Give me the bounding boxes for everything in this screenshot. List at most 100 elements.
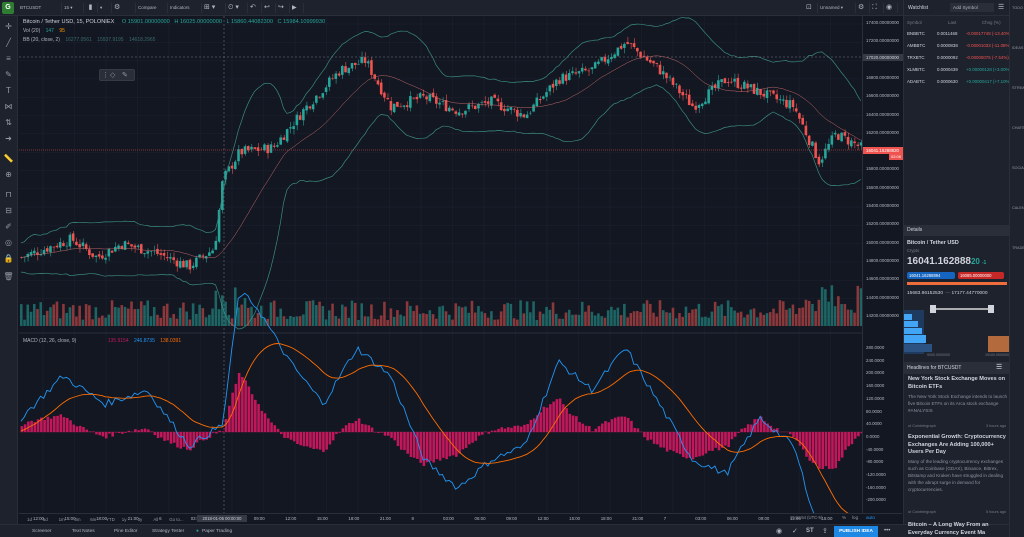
auto-scale-toggle[interactable]: auto	[866, 515, 875, 520]
headline-source[interactable]: ut Cointelegraph	[908, 510, 936, 514]
range-button[interactable]: 1y	[121, 517, 127, 522]
watchlist-row[interactable]: BNBBTC 0.0011468 -0.00017748 (-13.40%)	[904, 28, 1011, 39]
headline-title[interactable]: Bitcoin – A Long Way From an Everyday Cu…	[908, 522, 989, 536]
volume-legend[interactable]: Vol (20) 147 95	[23, 28, 65, 34]
prediction-icon[interactable]: ⇅	[5, 118, 12, 127]
lock-icon[interactable]: 🔒	[3, 254, 14, 263]
zoom-icon[interactable]: ⊕	[5, 170, 12, 179]
strip-item-calendar[interactable]: CALENDAR	[1012, 206, 1024, 210]
tab-text-notes[interactable]: Text Notes	[72, 529, 95, 534]
range-button[interactable]: 6m	[90, 517, 97, 522]
ruler-icon[interactable]: 📏	[3, 154, 14, 163]
pattern-icon[interactable]: ⋈	[4, 102, 13, 111]
strip-item-social[interactable]: SOCIAL	[1012, 166, 1024, 170]
headline-title[interactable]: New York Stock Exchange Moves on Bitcoin…	[908, 376, 1006, 390]
utc-clock[interactable]: 15:11:54 (UTC-5)	[790, 515, 823, 520]
layout-name-button[interactable]: Unnamed ▾	[818, 3, 856, 13]
indicators-button[interactable]: Indicators	[168, 3, 202, 13]
volume-bar	[791, 304, 795, 326]
trash-icon[interactable]: 🗑	[3, 272, 14, 281]
arrow-icon[interactable]: ➜	[5, 134, 12, 143]
range-button[interactable]: All	[153, 517, 159, 522]
play-icon[interactable]: ▶	[290, 3, 304, 13]
col-change[interactable]: Chng (%)	[982, 20, 1001, 25]
compare-button[interactable]: Compare	[136, 3, 168, 13]
undo-icon[interactable]: ↩	[262, 3, 276, 13]
fullscreen-icon[interactable]: ⛶	[870, 3, 884, 13]
eraser-icon[interactable]: ◇	[110, 72, 116, 79]
strip-item-todo[interactable]: TODO	[1012, 6, 1023, 10]
templates-icon[interactable]: ⊞ ▾	[202, 3, 226, 13]
stay-drawing-icon[interactable]: ✐	[5, 222, 12, 231]
headlines-header[interactable]: Headlines for BTCUSDT ☰	[904, 362, 1010, 374]
tab-paper-trading[interactable]: Paper Trading	[202, 529, 233, 534]
gear-icon[interactable]: ⚙	[856, 3, 870, 13]
strip-item-ideas[interactable]: IDEAS	[1012, 46, 1024, 50]
redo-icon[interactable]: ↪	[276, 3, 290, 13]
text-icon[interactable]: T	[6, 86, 11, 95]
candle-body	[224, 170, 227, 180]
floating-drawing-toolbar[interactable]: ⋮ ◇ ✎	[99, 69, 135, 81]
macd-legend[interactable]: MACD (12, 26, close, 9) 135.9154 246.873…	[23, 338, 181, 344]
pencil-icon[interactable]: ✎	[122, 72, 128, 79]
watchlist-menu-icon[interactable]: ☰	[998, 4, 1005, 11]
range-button[interactable]: 5d	[42, 517, 48, 522]
trend-line-icon[interactable]: ╱	[6, 38, 11, 47]
eye-icon[interactable]: ◎	[5, 238, 12, 247]
tab-pine-editor[interactable]: Pine Editor	[114, 529, 138, 534]
log-scale-toggle[interactable]: log	[852, 515, 859, 520]
magnet-icon[interactable]: ⊓	[5, 190, 12, 199]
percent-scale-toggle[interactable]: %	[842, 515, 847, 520]
range-button[interactable]: 3y	[137, 517, 143, 522]
macd-histogram-bar	[399, 431, 403, 450]
replay-icon[interactable]: ↶	[248, 3, 262, 13]
watchlist-row[interactable]: ADABTC 0.0000630 +0.00000417 (+7.10%)	[904, 76, 1011, 87]
range-button[interactable]: Go to...	[169, 517, 184, 522]
add-symbol-input[interactable]: Add Symbol	[950, 3, 994, 12]
publish-idea-button[interactable]: PUBLISH IDEA	[834, 526, 878, 537]
candles-style-icon[interactable]: ▮	[84, 3, 98, 13]
strip-item-chats[interactable]: CHATS	[1012, 126, 1024, 130]
range-button[interactable]: 1d	[27, 517, 32, 522]
camera-icon[interactable]: ◉	[884, 3, 898, 13]
strip-item-trade[interactable]: TRADE	[1012, 246, 1024, 250]
tab-strategy-tester[interactable]: Strategy Tester	[152, 529, 185, 534]
alert-icon[interactable]: ⏲ ▾	[226, 3, 248, 13]
watchlist-title[interactable]: Watchlist	[908, 5, 929, 11]
twitter-icon[interactable]: ✓	[792, 528, 798, 535]
range-button[interactable]: 1m	[58, 517, 65, 522]
lock-drawing-icon[interactable]: ⊟	[5, 206, 12, 215]
range-button[interactable]: YTD	[106, 517, 115, 522]
time-scale[interactable]: 12:00 15:00 18:00 21:00 6 03:00 06:00 09:00 12:0…	[19, 513, 902, 524]
chart-type-dropdown[interactable]: ▾	[98, 3, 112, 13]
price-scale[interactable]: 17400.0000000017200.0000000017000.000000…	[862, 16, 903, 513]
brush-icon[interactable]: ✎	[5, 70, 12, 79]
interval-button[interactable]: 15 ▾	[62, 3, 84, 13]
watchlist-row[interactable]: TRXBTC 0.0000092 -0.00000075 (-7.54%)	[904, 52, 1010, 63]
col-last[interactable]: Last	[948, 20, 957, 25]
tab-screener[interactable]: Screener	[32, 529, 52, 534]
headline-source[interactable]: ut Cointelegraph	[908, 424, 936, 428]
layout-grid-icon[interactable]: ⊡	[804, 3, 818, 13]
strip-item-streams[interactable]: STREAMS	[1012, 86, 1024, 90]
bb-legend[interactable]: BB (20, close, 2) 16277.0561 15937.9195 …	[23, 37, 155, 43]
symbol-search[interactable]: BTCUSDT	[18, 3, 62, 13]
tradingview-logo-icon[interactable]: G	[2, 2, 14, 14]
drag-handle-icon[interactable]: ⋮	[102, 72, 109, 79]
watchlist-row[interactable]: XLMBTC 0.0000439 +0.00000128 (+3.00%)	[904, 64, 1011, 75]
headline-title[interactable]: Exponential Growth: Cryptocurrency Excha…	[908, 434, 1006, 455]
share-icon[interactable]: ⇪	[822, 528, 828, 535]
stocktwits-icon[interactable]: ST	[806, 528, 814, 534]
col-symbol[interactable]: Symbol	[907, 20, 922, 25]
crosshair-icon[interactable]: ✛	[5, 22, 12, 31]
headlines-menu-icon[interactable]: ☰	[996, 364, 1003, 371]
details-header[interactable]: Details	[904, 225, 1010, 236]
chart-pane[interactable]: Bitcoin / Tether USD, 15, POLONIEX O 159…	[19, 16, 862, 513]
symbol-legend[interactable]: Bitcoin / Tether USD, 15, POLONIEX O 159…	[23, 19, 325, 25]
range-button[interactable]: 3m	[74, 517, 81, 522]
settings-gear-icon[interactable]: ⚙	[112, 3, 136, 13]
more-icon[interactable]: •••	[884, 528, 891, 534]
ideas-icon[interactable]: ◉	[776, 528, 783, 535]
watchlist-row[interactable]: AMBBTC 0.0000838 -0.00001033 (-11.08%)	[904, 40, 1011, 51]
fib-icon[interactable]: ≡	[6, 54, 11, 63]
